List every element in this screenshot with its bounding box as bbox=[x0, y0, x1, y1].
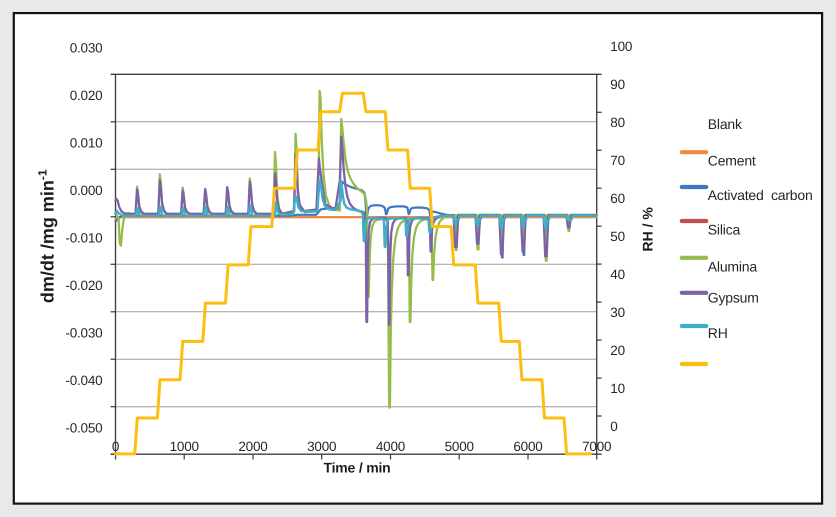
svg-text:-0.010: -0.010 bbox=[65, 230, 102, 245]
svg-text:3000: 3000 bbox=[307, 439, 336, 454]
svg-text:0.020: 0.020 bbox=[70, 88, 103, 103]
svg-text:5000: 5000 bbox=[445, 439, 474, 454]
svg-text:6000: 6000 bbox=[513, 439, 542, 454]
svg-text:40: 40 bbox=[610, 267, 625, 282]
svg-text:RH: RH bbox=[708, 325, 728, 341]
svg-text:70: 70 bbox=[610, 153, 625, 168]
svg-text:Alumina: Alumina bbox=[708, 259, 758, 275]
svg-text:RH / %: RH / % bbox=[640, 207, 656, 252]
svg-text:80: 80 bbox=[610, 115, 625, 130]
svg-text:100: 100 bbox=[610, 39, 632, 54]
svg-text:2000: 2000 bbox=[238, 439, 267, 454]
svg-text:-0.050: -0.050 bbox=[65, 420, 102, 435]
svg-text:20: 20 bbox=[610, 343, 625, 358]
svg-text:-0.040: -0.040 bbox=[65, 373, 102, 388]
svg-text:Activated carbon: Activated carbon bbox=[708, 187, 813, 203]
svg-text:dm/dt /mg min-1: dm/dt /mg min-1 bbox=[36, 169, 58, 303]
svg-text:4000: 4000 bbox=[376, 439, 405, 454]
svg-text:0: 0 bbox=[610, 419, 617, 434]
svg-text:0.030: 0.030 bbox=[70, 41, 103, 56]
svg-text:Time / min: Time / min bbox=[324, 459, 391, 475]
svg-text:Blank: Blank bbox=[708, 116, 743, 132]
svg-text:Gypsum: Gypsum bbox=[708, 289, 759, 305]
svg-text:0: 0 bbox=[112, 439, 119, 454]
svg-text:-0.020: -0.020 bbox=[65, 278, 102, 293]
svg-text:-0.030: -0.030 bbox=[65, 325, 102, 340]
svg-text:1000: 1000 bbox=[170, 439, 199, 454]
svg-text:Silica: Silica bbox=[708, 221, 741, 237]
svg-text:90: 90 bbox=[610, 77, 625, 92]
svg-text:Cement: Cement bbox=[708, 152, 756, 168]
svg-text:7000: 7000 bbox=[582, 439, 611, 454]
svg-text:0.010: 0.010 bbox=[70, 135, 103, 150]
svg-text:0.000: 0.000 bbox=[70, 183, 103, 198]
svg-text:60: 60 bbox=[610, 191, 625, 206]
svg-text:10: 10 bbox=[610, 381, 625, 396]
svg-text:50: 50 bbox=[610, 229, 625, 244]
svg-text:30: 30 bbox=[610, 305, 625, 320]
